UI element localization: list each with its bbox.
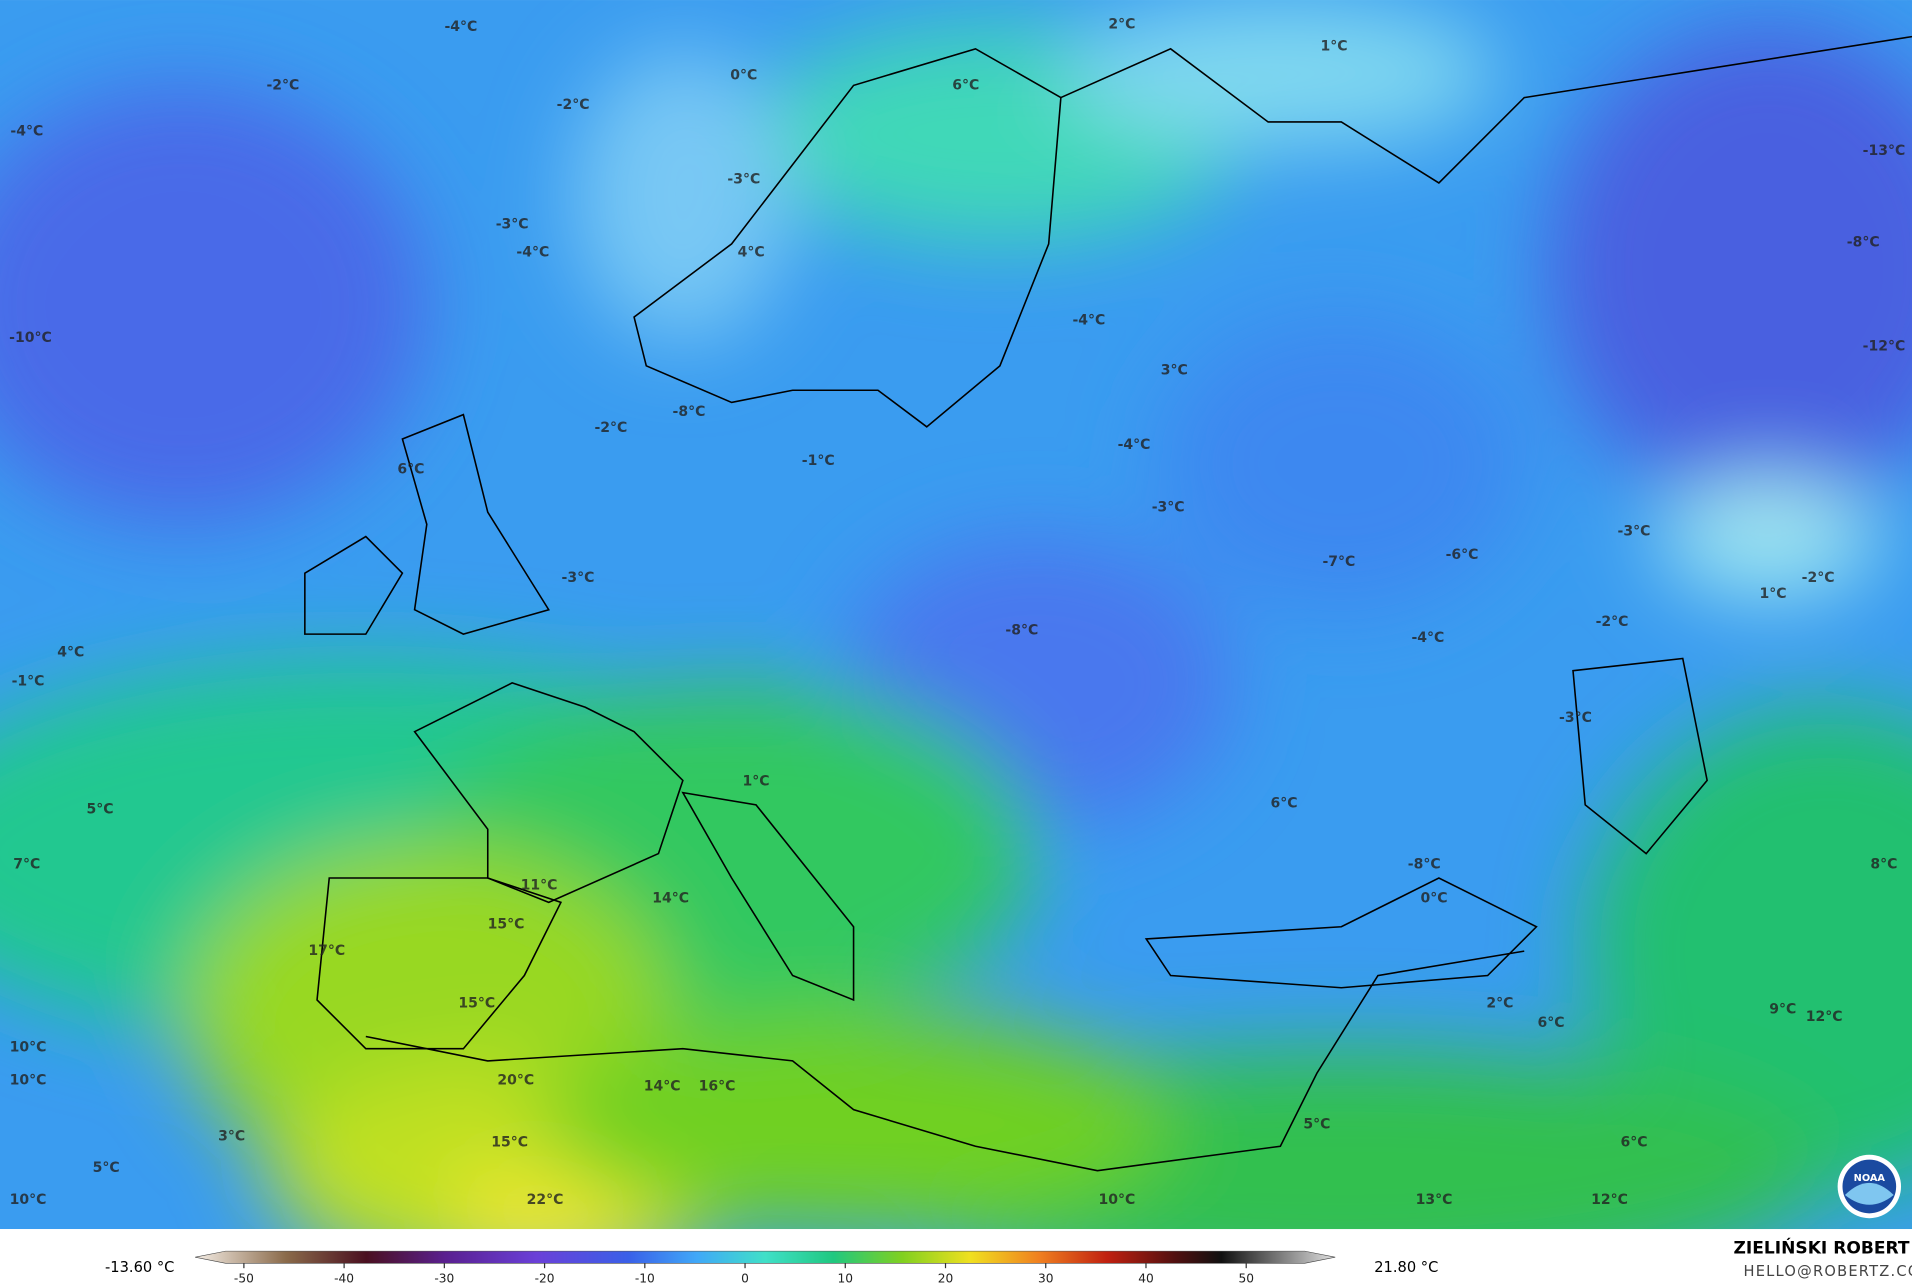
colorbar-tick-label: 50: [1238, 1272, 1254, 1286]
colorbar-max: 21.80 °C: [1374, 1259, 1438, 1276]
temperature-label: -13°C: [1863, 143, 1906, 159]
temperature-label: 0°C: [730, 68, 757, 84]
colorbar-tick-label: 0: [741, 1272, 749, 1286]
temperature-label: -10°C: [9, 330, 52, 346]
temperature-label: 15°C: [458, 996, 495, 1012]
temperature-label: -8°C: [673, 404, 706, 420]
temperature-label: 15°C: [488, 916, 525, 932]
colorbar-tick-label: 40: [1138, 1272, 1154, 1286]
temperature-label: -6°C: [1446, 547, 1479, 563]
colorbar: [195, 1250, 1336, 1264]
temperature-label: 5°C: [1303, 1116, 1330, 1132]
temperature-label: 14°C: [652, 891, 689, 907]
temperature-label: 4°C: [57, 644, 84, 660]
svg-text:NOAA: NOAA: [1854, 1173, 1886, 1184]
temperature-label: 6°C: [397, 461, 424, 477]
temperature-label: 6°C: [1270, 796, 1297, 812]
colorbar-tick-label: -30: [434, 1272, 454, 1286]
temperature-label: 11°C: [521, 877, 558, 893]
temperature-label: -4°C: [10, 124, 43, 140]
temperature-label: 22°C: [527, 1192, 564, 1208]
temperature-label: -8°C: [1005, 622, 1038, 638]
temperature-label: -2°C: [1596, 614, 1629, 630]
temperature-label: 2°C: [1108, 16, 1135, 32]
colorbar-tick-label: -50: [234, 1272, 254, 1286]
temperature-label: -8°C: [1408, 857, 1441, 873]
temperature-label: 9°C: [1769, 1002, 1796, 1018]
temperature-label: -4°C: [444, 19, 477, 35]
temperature-label: 1°C: [742, 774, 769, 790]
temperature-label: 1°C: [1320, 38, 1347, 54]
temperature-label: 20°C: [497, 1072, 534, 1088]
footer: -13.60 °C 21.80 °C -50 -40 -30 -20 -10 0 10 20 3…: [0, 1229, 1912, 1287]
temperature-label: 1°C: [1759, 586, 1786, 602]
temperature-label: 10°C: [10, 1072, 47, 1088]
temperature-label: -4°C: [516, 244, 549, 260]
temperature-label: -3°C: [727, 171, 760, 187]
temperature-label: 10°C: [1099, 1192, 1136, 1208]
temperature-label: 6°C: [1620, 1135, 1647, 1151]
colorbar-tick-label: -40: [334, 1272, 354, 1286]
temperature-label: -4°C: [1072, 313, 1105, 329]
temperature-label: 6°C: [952, 77, 979, 93]
temperature-label: 4°C: [738, 244, 765, 260]
temperature-label: 14°C: [644, 1079, 681, 1095]
colorbar-min: -13.60 °C: [105, 1259, 174, 1276]
colorbar-tick-label: 30: [1038, 1272, 1054, 1286]
temperature-label: -3°C: [1559, 710, 1592, 726]
noaa-logo: NOAA: [1837, 1154, 1902, 1219]
colorbar-tick-label: -10: [635, 1272, 655, 1286]
colorbar-tick-label: 10: [838, 1272, 854, 1286]
temperature-label: -2°C: [594, 420, 627, 436]
temperature-label: -7°C: [1322, 554, 1355, 570]
temperature-label: 8°C: [1870, 857, 1897, 873]
temperature-label: 7°C: [13, 857, 40, 873]
temperature-label: -2°C: [1802, 570, 1835, 586]
temperature-label: -1°C: [802, 453, 835, 469]
temperature-label: 17°C: [308, 943, 345, 959]
temperature-label: 6°C: [1538, 1015, 1565, 1031]
temperature-label: 15°C: [491, 1135, 528, 1151]
temperature-label: 3°C: [218, 1128, 245, 1144]
temperature-label: 3°C: [1161, 363, 1188, 379]
temperature-label: -3°C: [496, 216, 529, 232]
coastlines: [304, 35, 1912, 1172]
temperature-label: -2°C: [266, 77, 299, 93]
temperature-label: 12°C: [1806, 1009, 1843, 1025]
temperature-label: 12°C: [1591, 1192, 1628, 1208]
colorbar-tick-label: -20: [535, 1272, 555, 1286]
temperature-label: 10°C: [10, 1192, 47, 1208]
temperature-label: 10°C: [10, 1039, 47, 1055]
temperature-label: 5°C: [93, 1160, 120, 1176]
temperature-label: -1°C: [12, 674, 45, 690]
temperature-label: 16°C: [699, 1079, 736, 1095]
temperature-label: -4°C: [1118, 437, 1151, 453]
temperature-label: 5°C: [86, 802, 113, 818]
temperature-label: -3°C: [562, 570, 595, 586]
temperature-label: -3°C: [1152, 499, 1185, 515]
colorbar-tick-label: 20: [938, 1272, 954, 1286]
temperature-label: -8°C: [1847, 235, 1880, 251]
author: ZIELIŃSKI ROBERT: [1734, 1237, 1910, 1259]
temperature-label: -2°C: [557, 97, 590, 113]
temperature-label: 13°C: [1416, 1192, 1453, 1208]
temperature-label: -3°C: [1618, 524, 1651, 540]
email: HELLO@ROBERTZ.CO: [1744, 1263, 1912, 1280]
temperature-label: -12°C: [1863, 338, 1906, 354]
temperature-label: -4°C: [1411, 630, 1444, 646]
temperature-label: 0°C: [1420, 891, 1447, 907]
temperature-label: 2°C: [1486, 996, 1513, 1012]
